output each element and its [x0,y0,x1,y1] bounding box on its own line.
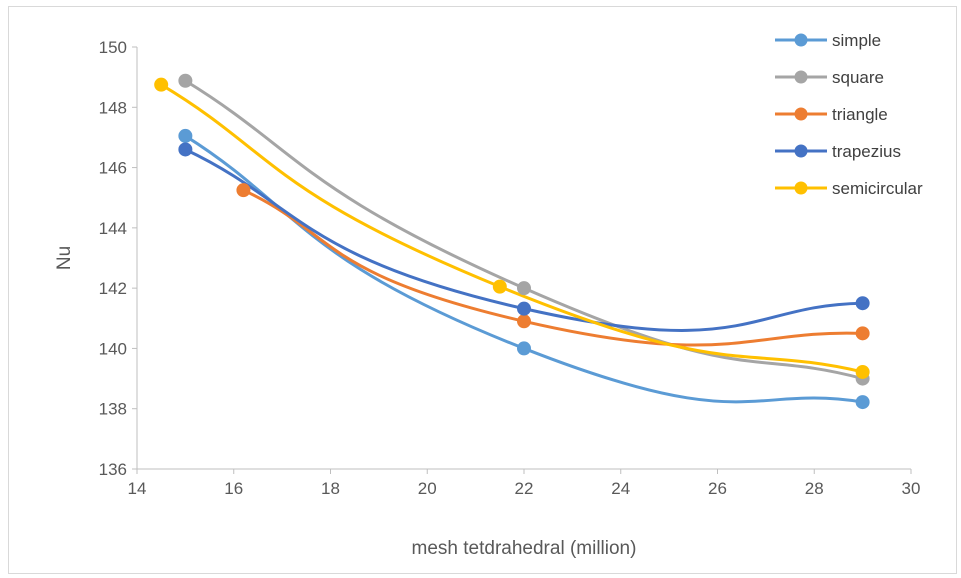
data-point-triangle [236,183,251,198]
y-tick-label: 146 [99,159,127,178]
data-point-semicircular [492,279,507,294]
y-tick-label: 136 [99,460,127,479]
legend-marker-trapezius [794,144,808,158]
legend-label-semicircular: semicircular [832,179,923,198]
legend-label-triangle: triangle [832,105,888,124]
data-point-trapezius [178,142,193,157]
data-point-simple [855,395,870,410]
series-markers [154,73,870,410]
data-point-square [517,281,531,296]
x-tick-label: 22 [515,479,534,498]
legend-marker-simple [794,33,808,47]
y-tick-label: 150 [99,38,127,57]
legend-marker-triangle [794,107,808,121]
y-tick-label: 148 [99,98,127,117]
legend: simple square triangle trapezius semicircula… [775,31,923,198]
data-point-square [178,73,193,88]
y-tick-label: 138 [99,400,127,419]
data-point-trapezius [517,301,531,316]
data-point-simple [178,128,193,143]
x-tick-label: 24 [611,479,630,498]
chart-frame [8,6,957,574]
series-line-semicircular [159,83,865,374]
x-tick-label: 14 [128,479,147,498]
x-tick-label: 30 [902,479,921,498]
x-tick-label: 16 [224,479,243,498]
legend-marker-square [794,70,808,84]
y-tick-label: 140 [99,339,127,358]
x-axis-title: mesh tetdrahedral (million) [412,538,637,559]
y-axis-title: Nu [54,246,75,270]
series-line-square [183,79,865,381]
data-point-trapezius [855,296,870,311]
axes: 136 138 140 142 144 146 148 150 14 16 18 20 22 24 26 28… [99,38,921,498]
series-curves [159,79,865,404]
y-tick-label: 142 [99,279,127,298]
data-point-simple [517,341,531,356]
legend-label-square: square [832,68,884,87]
series-line-triangle [241,188,865,347]
x-tick-label: 28 [805,479,824,498]
x-tick-label: 18 [321,479,340,498]
legend-label-trapezius: trapezius [832,142,901,161]
legend-label-simple: simple [832,31,881,50]
data-point-semicircular [154,77,169,92]
x-tick-label: 20 [418,479,437,498]
data-point-semicircular [855,364,870,379]
x-tick-label: 26 [708,479,727,498]
data-point-triangle [517,314,531,329]
legend-marker-semicircular [794,181,808,195]
data-point-triangle [855,326,870,341]
y-tick-label: 144 [99,219,127,238]
